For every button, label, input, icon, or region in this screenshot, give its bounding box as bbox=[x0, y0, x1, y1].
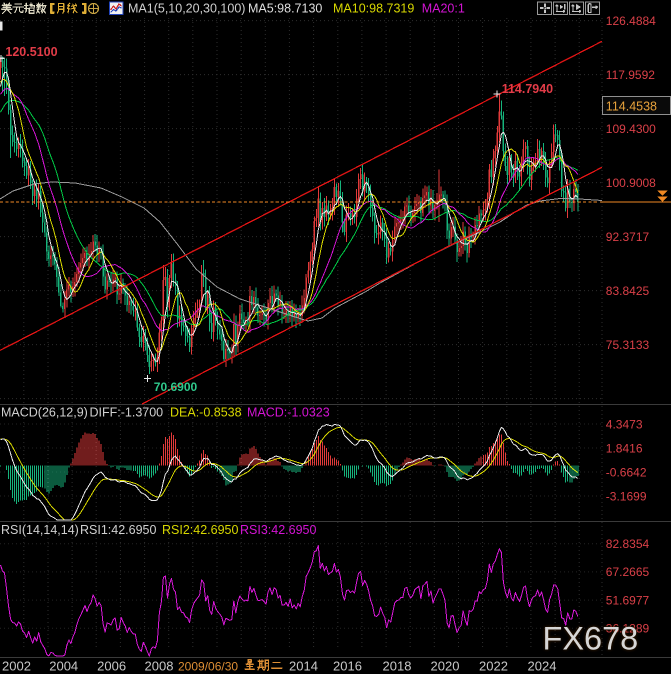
svg-text:RSI2:42.6950: RSI2:42.6950 bbox=[162, 523, 238, 537]
svg-text:2004: 2004 bbox=[49, 659, 78, 674]
svg-text:MA20:1: MA20:1 bbox=[422, 2, 465, 16]
svg-text:-0.6642: -0.6642 bbox=[606, 465, 647, 479]
svg-text:117.9592: 117.9592 bbox=[606, 68, 655, 82]
svg-text:114.7940: 114.7940 bbox=[502, 82, 553, 96]
svg-text:109.4300: 109.4300 bbox=[606, 122, 656, 136]
svg-text:36.1289: 36.1289 bbox=[606, 622, 650, 636]
svg-text:DEA:-0.8538: DEA:-0.8538 bbox=[170, 406, 242, 420]
svg-text:1.8416: 1.8416 bbox=[606, 441, 643, 455]
svg-text:DIFF:-1.3700: DIFF:-1.3700 bbox=[90, 406, 164, 420]
svg-text:2020: 2020 bbox=[431, 659, 460, 674]
svg-text:114.4538: 114.4538 bbox=[606, 99, 657, 113]
svg-text:MA1(5,10,20,30,100): MA1(5,10,20,30,100) bbox=[128, 2, 245, 16]
svg-text:2024: 2024 bbox=[528, 659, 557, 674]
svg-text:RSI3:42.6950: RSI3:42.6950 bbox=[240, 523, 316, 537]
svg-text:-3.1699: -3.1699 bbox=[606, 489, 647, 503]
svg-text:2016: 2016 bbox=[333, 659, 362, 674]
svg-text:2014: 2014 bbox=[289, 659, 318, 674]
svg-text:2009/06/30: 2009/06/30 bbox=[178, 659, 238, 673]
svg-text:2008: 2008 bbox=[145, 659, 174, 674]
svg-text:MA5:98.7130: MA5:98.7130 bbox=[248, 2, 322, 16]
svg-text:MACD:-1.0323: MACD:-1.0323 bbox=[247, 406, 330, 420]
svg-text:120.5100: 120.5100 bbox=[5, 45, 57, 59]
svg-text:75.3133: 75.3133 bbox=[606, 338, 650, 352]
svg-text:2018: 2018 bbox=[383, 659, 412, 674]
svg-text:4.3473: 4.3473 bbox=[606, 417, 643, 431]
svg-text:82.8354: 82.8354 bbox=[606, 537, 650, 551]
svg-text:51.6977: 51.6977 bbox=[606, 593, 650, 607]
svg-text:100.9008: 100.9008 bbox=[606, 176, 656, 190]
svg-text:MA10:98.7319: MA10:98.7319 bbox=[333, 2, 414, 16]
svg-text:MACD(26,12,9): MACD(26,12,9) bbox=[1, 406, 88, 420]
svg-text:126.4884: 126.4884 bbox=[606, 14, 656, 28]
svg-text:92.3717: 92.3717 bbox=[606, 230, 650, 244]
svg-text:FX678: FX678 bbox=[543, 621, 639, 657]
svg-text:83.8425: 83.8425 bbox=[606, 284, 650, 298]
svg-text:70.6900: 70.6900 bbox=[154, 380, 198, 394]
svg-text:2006: 2006 bbox=[97, 659, 126, 674]
svg-text:RSI(14,14,14): RSI(14,14,14) bbox=[1, 523, 79, 537]
svg-text:67.2665: 67.2665 bbox=[606, 565, 650, 579]
svg-text:2022: 2022 bbox=[479, 659, 508, 674]
svg-text:2002: 2002 bbox=[2, 659, 31, 674]
svg-text:RSI1:42.6950: RSI1:42.6950 bbox=[80, 523, 156, 537]
